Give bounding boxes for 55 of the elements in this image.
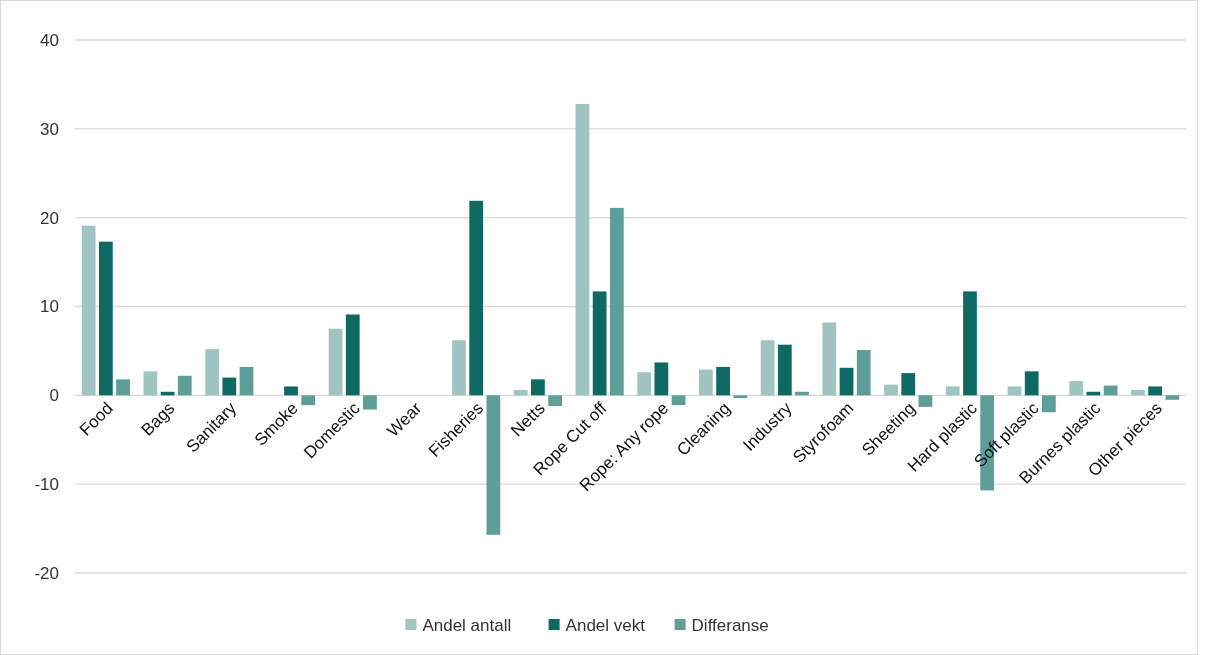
bar [452,340,466,396]
bar [116,379,130,396]
bar [363,395,377,410]
bar [548,395,562,406]
bar [671,395,686,406]
bar [856,350,871,396]
bar [884,384,898,396]
bar [609,207,624,396]
bar [839,367,854,396]
bar [205,349,219,396]
bar [1131,390,1145,396]
bar [486,395,501,535]
bar [284,386,298,396]
bar [513,390,528,396]
y-tick-label: -10 [34,475,59,495]
bar [301,395,316,406]
bar [592,291,607,396]
bar [575,103,590,396]
bar [1042,395,1056,413]
y-tick-label: 20 [40,208,59,228]
bar [177,375,192,396]
y-tick-label: 0 [49,386,59,406]
bar [733,395,748,398]
bar [1148,386,1163,396]
bar [654,362,669,396]
bar [699,369,713,396]
bar [945,386,960,396]
legend-label: Andel vekt [565,615,646,635]
bar [469,200,484,396]
bar [328,328,343,396]
bar [81,225,96,396]
bar [716,366,730,396]
bar [98,241,113,396]
bar [1024,371,1039,396]
bar [918,395,933,407]
bar [760,340,775,396]
bar [531,379,545,396]
bar [1165,395,1180,400]
bar [345,314,360,396]
bar [222,377,237,396]
y-tick-label: 40 [40,30,59,50]
bar [963,291,977,396]
y-tick-label: -20 [34,563,59,583]
bar [637,372,652,396]
bar [1007,386,1022,396]
legend-label: Andel antall [422,615,512,635]
bar [143,371,158,396]
legend-label: Differanse [691,615,769,635]
y-tick-label: 10 [40,297,59,317]
bar [777,344,792,396]
bar [1069,381,1084,396]
bar [239,366,254,396]
y-tick-label: 30 [40,119,59,139]
bar [901,373,916,396]
bar [822,322,837,396]
